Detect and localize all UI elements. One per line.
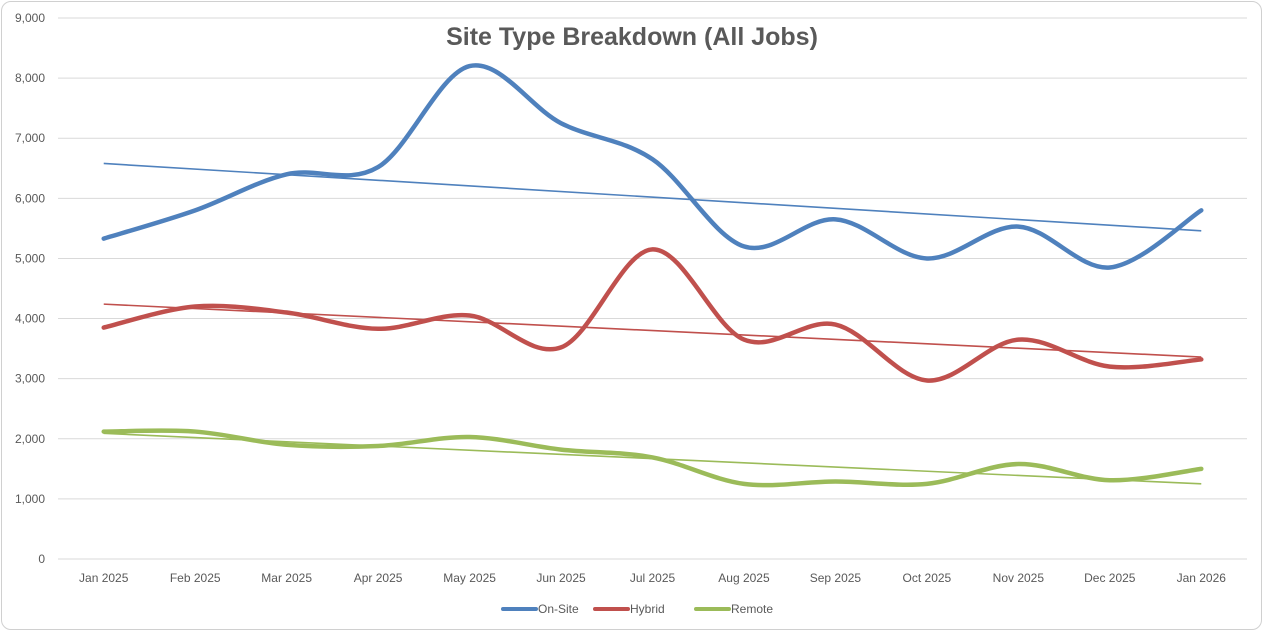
hybrid-data-point xyxy=(742,338,746,342)
on-site-data-point xyxy=(833,217,837,221)
remote-data-point xyxy=(193,430,197,434)
x-tick-label: Jun 2025 xyxy=(536,571,586,585)
remote-data-point xyxy=(1199,467,1203,471)
gridlines xyxy=(58,17,1247,560)
on-site-data-point xyxy=(1108,265,1112,269)
x-tick-label: Nov 2025 xyxy=(993,571,1045,585)
x-tick-label: Mar 2025 xyxy=(261,571,312,585)
series-lines xyxy=(101,63,1204,488)
hybrid-data-point xyxy=(833,323,837,327)
x-tick-label: Sep 2025 xyxy=(810,571,862,585)
y-tick-label: 3,000 xyxy=(15,372,45,386)
on-site-data-point xyxy=(285,172,289,176)
x-tick-label: Oct 2025 xyxy=(903,571,952,585)
hybrid-data-point xyxy=(651,247,655,251)
on-site-data-point xyxy=(1016,225,1020,229)
remote-data-point xyxy=(376,444,380,448)
y-tick-label: 8,000 xyxy=(15,71,45,85)
x-axis-ticks: Jan 2025 Feb 2025 Mar 2025 Apr 2025 May 2025… xyxy=(79,571,1226,585)
remote-data-point xyxy=(925,482,929,486)
remote-data-point xyxy=(559,448,563,452)
hybrid-data-point xyxy=(285,311,289,315)
remote-data-point xyxy=(833,479,837,483)
y-tick-label: 0 xyxy=(38,552,45,566)
on-site-legend-label: On-Site xyxy=(538,602,579,616)
hybrid-data-point xyxy=(1199,357,1203,361)
y-tick-label: 9,000 xyxy=(15,11,45,25)
x-tick-label: Jan 2025 xyxy=(79,571,129,585)
x-tick-label: Feb 2025 xyxy=(170,571,221,585)
hybrid-data-point xyxy=(925,378,929,382)
hybrid-data-point xyxy=(1016,338,1020,342)
chart-title: Site Type Breakdown (All Jobs) xyxy=(446,23,818,51)
on-site-data-point xyxy=(742,244,746,248)
x-tick-label: Jan 2026 xyxy=(1177,571,1227,585)
x-tick-label: Dec 2025 xyxy=(1084,571,1136,585)
hybrid-legend-label: Hybrid xyxy=(630,602,665,616)
hybrid-data-point xyxy=(102,326,106,330)
y-tick-label: 7,000 xyxy=(15,131,45,145)
y-tick-label: 5,000 xyxy=(15,251,45,265)
trendlines xyxy=(103,162,1202,485)
on-site-data-point xyxy=(468,64,472,68)
on-site-data-point xyxy=(559,121,563,125)
y-tick-label: 1,000 xyxy=(15,492,45,506)
x-tick-label: Apr 2025 xyxy=(354,571,403,585)
on-site-trendline xyxy=(103,162,1202,232)
remote-series-line xyxy=(101,428,1204,488)
remote-legend-label: Remote xyxy=(731,602,773,616)
hybrid-data-point xyxy=(559,345,563,349)
remote-data-point xyxy=(1016,462,1020,466)
hybrid-data-point xyxy=(468,314,472,318)
on-site-data-point xyxy=(651,157,655,161)
on-site-data-point xyxy=(102,237,106,241)
hybrid-data-point xyxy=(1108,365,1112,369)
x-tick-label: Aug 2025 xyxy=(718,571,770,585)
remote-data-point xyxy=(102,430,106,434)
on-site-data-point xyxy=(193,208,197,212)
y-axis-ticks: 0 1,000 2,000 3,000 4,000 5,000 6,000 7,000 8,00… xyxy=(15,11,45,566)
on-site-data-point xyxy=(925,256,929,260)
y-tick-label: 4,000 xyxy=(15,312,45,326)
hybrid-series-line xyxy=(101,247,1204,383)
y-tick-label: 6,000 xyxy=(15,191,45,205)
x-tick-label: May 2025 xyxy=(443,571,496,585)
remote-data-point xyxy=(742,482,746,486)
hybrid-data-point xyxy=(193,305,197,309)
x-tick-label: Jul 2025 xyxy=(630,571,676,585)
legend: On-Site Hybrid Remote xyxy=(501,602,773,616)
remote-data-point xyxy=(468,435,472,439)
remote-data-point xyxy=(1108,478,1112,482)
remote-data-point xyxy=(285,443,289,447)
on-site-data-point xyxy=(376,165,380,169)
y-tick-label: 2,000 xyxy=(15,432,45,446)
on-site-series-line xyxy=(101,63,1204,270)
on-site-data-point xyxy=(1199,208,1203,212)
hybrid-data-point xyxy=(376,327,380,331)
remote-data-point xyxy=(651,455,655,459)
